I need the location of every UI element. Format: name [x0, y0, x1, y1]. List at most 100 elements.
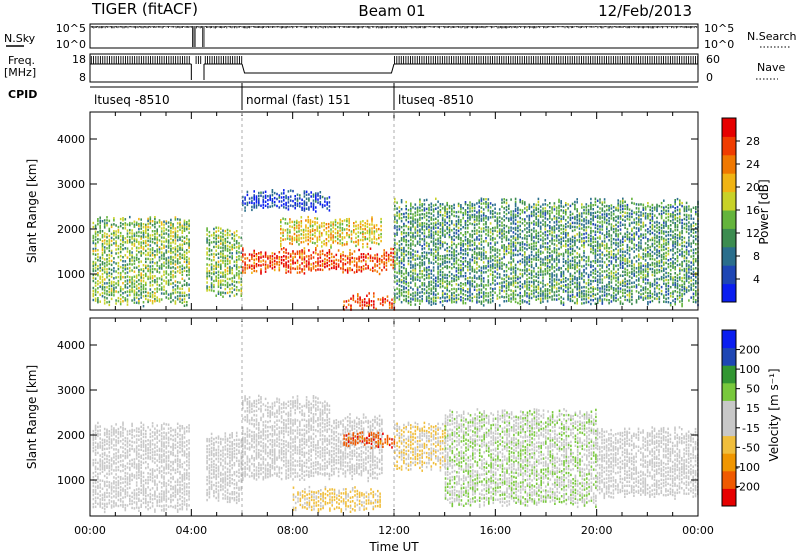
data-cell: [92, 260, 95, 264]
data-cell: [108, 259, 111, 263]
data-cell: [617, 233, 619, 236]
data-cell: [567, 283, 569, 286]
data-cell: [606, 246, 608, 250]
data-cell: [498, 273, 501, 276]
data-cell: [444, 218, 446, 221]
data-cell: [106, 216, 108, 219]
data-cell: [308, 258, 310, 261]
data-cell: [269, 205, 271, 208]
data-cell: [476, 293, 478, 296]
data-cell: [539, 246, 542, 249]
data-cell: [138, 286, 140, 290]
data-cell: [188, 227, 190, 230]
data-cell: [183, 253, 186, 256]
data-cell: [469, 233, 471, 236]
data-cell: [610, 287, 613, 290]
data-cell: [301, 258, 303, 261]
data-cell: [145, 297, 147, 301]
data-cell: [213, 285, 215, 289]
data-cell: [133, 285, 136, 288]
data-cell: [432, 234, 435, 237]
data-cell: [553, 243, 556, 246]
data-cell: [455, 211, 458, 214]
data-cell: [364, 236, 366, 239]
data-cell: [321, 259, 324, 263]
data-cell: [496, 230, 499, 233]
data-cell: [487, 265, 490, 268]
data-cell: [242, 195, 244, 199]
data-cell: [122, 248, 124, 251]
data-cell: [160, 251, 163, 254]
data-cell: [619, 250, 622, 253]
data-cell: [381, 269, 383, 272]
data-cell: [356, 261, 358, 264]
data-cell: [508, 217, 510, 220]
data-cell: [581, 298, 583, 301]
data-cell: [419, 264, 421, 267]
data-cell: [394, 243, 396, 247]
data-cell: [489, 210, 492, 213]
data-cell: [170, 255, 172, 259]
data-cell: [425, 295, 428, 299]
data-cell: [533, 209, 535, 212]
data-cell: [612, 238, 615, 241]
data-cell: [416, 213, 419, 216]
data-cell: [473, 223, 476, 226]
data-cell: [301, 262, 303, 265]
data-cell: [188, 219, 190, 222]
data-cell: [590, 234, 592, 238]
data-cell: [131, 276, 133, 279]
data-cell: [562, 211, 565, 214]
data-cell: [448, 260, 451, 264]
data-cell: [355, 244, 357, 248]
data-cell: [280, 256, 283, 259]
data-cell: [421, 222, 423, 225]
data-cell: [521, 243, 524, 246]
data-cell: [451, 236, 453, 239]
data-cell: [494, 283, 496, 286]
data-cell: [163, 264, 165, 267]
data-cell: [571, 279, 574, 283]
data-cell: [224, 270, 227, 274]
data-cell: [366, 294, 368, 297]
data-cell: [258, 199, 260, 203]
data-cell: [293, 236, 296, 240]
data-cell: [457, 215, 460, 219]
data-cell: [514, 215, 517, 219]
data-cell: [462, 287, 464, 290]
data-cell: [176, 234, 179, 237]
data-cell: [106, 271, 108, 274]
data-cell: [437, 215, 439, 218]
data-cell: [526, 281, 528, 284]
data-cell: [599, 237, 601, 240]
data-cell: [542, 292, 544, 295]
data-cell: [351, 260, 353, 264]
data-cell: [467, 254, 469, 257]
data-cell: [551, 274, 553, 277]
data-cell: [280, 245, 282, 248]
data-cell: [562, 303, 565, 306]
data-cell: [528, 243, 531, 246]
data-cell: [615, 241, 617, 245]
data-cell: [599, 247, 601, 250]
data-cell: [594, 237, 597, 240]
data-cell: [309, 223, 312, 226]
data-cell: [357, 239, 360, 242]
data-cell: [551, 290, 553, 293]
data-cell: [138, 260, 140, 264]
data-cell: [455, 257, 458, 260]
data-cell: [464, 222, 467, 225]
data-cell: [489, 283, 492, 286]
data-cell: [553, 205, 556, 208]
data-cell: [206, 237, 208, 240]
data-cell: [312, 251, 315, 254]
data-cell: [258, 197, 260, 201]
data-cell: [174, 230, 177, 233]
data-cell: [419, 216, 421, 219]
data-cell: [140, 291, 142, 294]
data-cell: [131, 222, 133, 225]
data-cell: [610, 285, 613, 288]
data-cell: [421, 213, 423, 216]
data-cell: [498, 230, 501, 233]
data-cell: [555, 236, 558, 239]
